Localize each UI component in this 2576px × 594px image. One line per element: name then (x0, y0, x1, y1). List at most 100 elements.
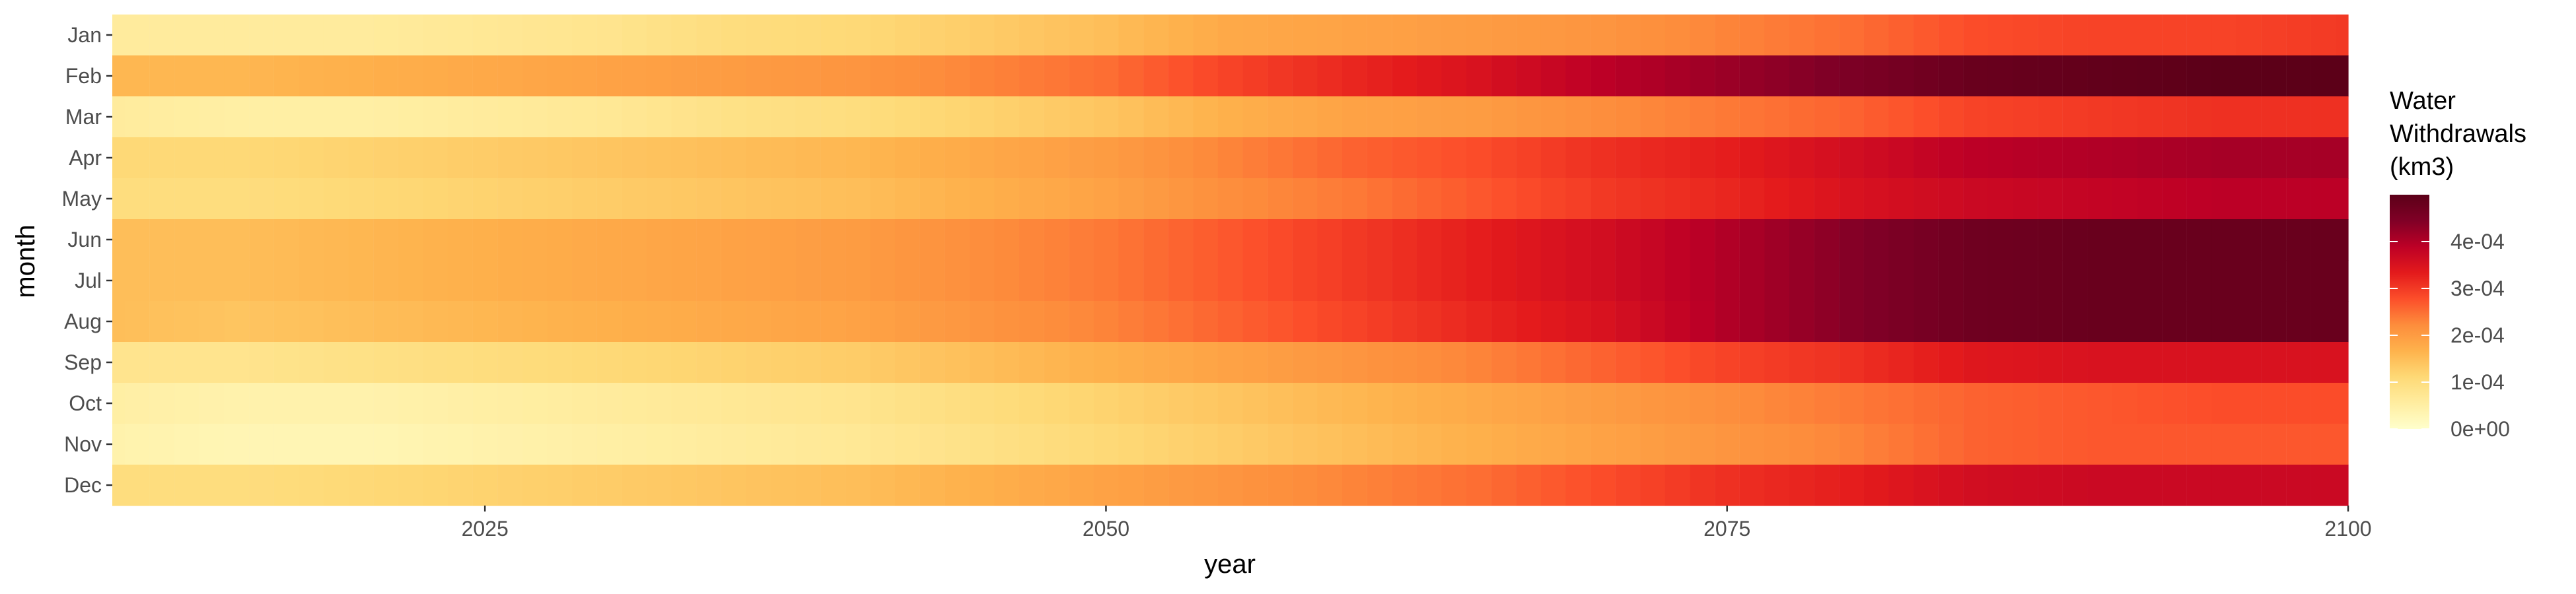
heatmap-cell (1143, 55, 1168, 97)
heatmap-cell (969, 96, 995, 138)
heatmap-cell (646, 383, 672, 424)
heatmap-cell (1789, 342, 1814, 383)
heatmap-cell (1466, 424, 1491, 465)
heatmap-cell (1963, 55, 1989, 97)
heatmap-cell (1565, 465, 1591, 506)
heatmap-cell (1789, 424, 1814, 465)
heatmap-cell (845, 15, 871, 56)
heatmap-cell (696, 178, 721, 220)
heatmap-cell (497, 465, 522, 506)
heatmap-cell (1615, 96, 1641, 138)
heatmap-cell (1193, 96, 1219, 138)
heatmap-cell (845, 96, 871, 138)
heatmap-cell (2112, 342, 2137, 383)
heatmap-cell (994, 178, 1020, 220)
heatmap-cell (2261, 260, 2287, 302)
heatmap-cell (572, 96, 597, 138)
heatmap-cell (596, 15, 622, 56)
heatmap-cell (348, 219, 374, 261)
heatmap-cell (1739, 178, 1765, 220)
heatmap-cell (1392, 137, 1417, 179)
heatmap-cell (2137, 301, 2163, 343)
heatmap-cell (1814, 96, 1840, 138)
heatmap-cell (1863, 260, 1889, 302)
heatmap-cell (845, 219, 871, 261)
heatmap-cell (671, 15, 697, 56)
heatmap-cell (1217, 178, 1243, 220)
heatmap-cell (1466, 137, 1491, 179)
heatmap-cell (969, 15, 995, 56)
heatmap-cell (1888, 15, 1914, 56)
heatmap-cell (174, 424, 200, 465)
heatmap-cell (249, 342, 274, 383)
heatmap-cell (522, 342, 548, 383)
heatmap-cell (1069, 15, 1094, 56)
heatmap-cell (1863, 15, 1889, 56)
x-axis-title: year (1204, 550, 1256, 579)
heatmap-cell (1789, 219, 1814, 261)
heatmap-cell (1888, 178, 1914, 220)
heatmap-cell (1987, 260, 2013, 302)
heatmap-cell (596, 424, 622, 465)
heatmap-cell (572, 137, 597, 179)
heatmap-cell (1664, 342, 1690, 383)
heatmap-cell (671, 424, 697, 465)
heatmap-cell (2336, 96, 2349, 138)
heatmap-cell (746, 260, 771, 302)
heatmap-cell (1739, 465, 1765, 506)
heatmap-cell (919, 301, 945, 343)
heatmap-cell (2310, 96, 2336, 138)
heatmap-cell (572, 55, 597, 97)
heatmap-cell (994, 96, 1020, 138)
heatmap-cell (1019, 383, 1044, 424)
heatmap-cell (224, 383, 250, 424)
heatmap-cell (646, 342, 672, 383)
heatmap-cell (1268, 15, 1293, 56)
heatmap-cell (671, 178, 697, 220)
heatmap-cell (1516, 383, 1542, 424)
heatmap-cell (746, 15, 771, 56)
heatmap-cell (1342, 137, 1367, 179)
heatmap-cell (1168, 137, 1194, 179)
heatmap-cell (2038, 424, 2063, 465)
heatmap-cell (112, 137, 125, 179)
heatmap-cell (2236, 15, 2262, 56)
heatmap-cell (2186, 178, 2212, 220)
heatmap-cell (1466, 342, 1491, 383)
heatmap-cell (1789, 96, 1814, 138)
heatmap-cell (1540, 260, 1566, 302)
heatmap-cell (994, 137, 1020, 179)
heatmap-cell (125, 96, 150, 138)
heatmap-cell (1193, 301, 1219, 343)
heatmap-cell (2336, 424, 2349, 465)
heatmap-cell (1491, 301, 1517, 343)
heatmap-cell (2336, 178, 2349, 220)
heatmap-cell (1217, 342, 1243, 383)
heatmap-cell (125, 301, 150, 343)
heatmap-cell (1193, 424, 1219, 465)
heatmap-cell (795, 96, 821, 138)
heatmap-cell (2013, 178, 2038, 220)
heatmap-cell (2310, 424, 2336, 465)
heatmap-cell (1863, 137, 1889, 179)
heatmap-cell (547, 137, 573, 179)
heatmap-cell (1268, 424, 1293, 465)
heatmap-cell (1888, 383, 1914, 424)
heatmap-cell (1416, 178, 1442, 220)
heatmap-cell (2236, 96, 2262, 138)
heatmap-cell (1342, 219, 1367, 261)
heatmap-cell (447, 424, 473, 465)
heatmap-cell (2186, 15, 2212, 56)
heatmap-cell (795, 342, 821, 383)
heatmap-cell (1093, 55, 1119, 97)
heatmap-cell (1739, 15, 1765, 56)
heatmap-cell (2062, 219, 2088, 261)
heatmap-cell (2310, 219, 2336, 261)
heatmap-cell (423, 178, 448, 220)
heatmap-cell (820, 96, 845, 138)
heatmap-cell (696, 15, 721, 56)
heatmap-cell (596, 137, 622, 179)
heatmap-cell (547, 260, 573, 302)
heatmap-cell (1416, 465, 1442, 506)
